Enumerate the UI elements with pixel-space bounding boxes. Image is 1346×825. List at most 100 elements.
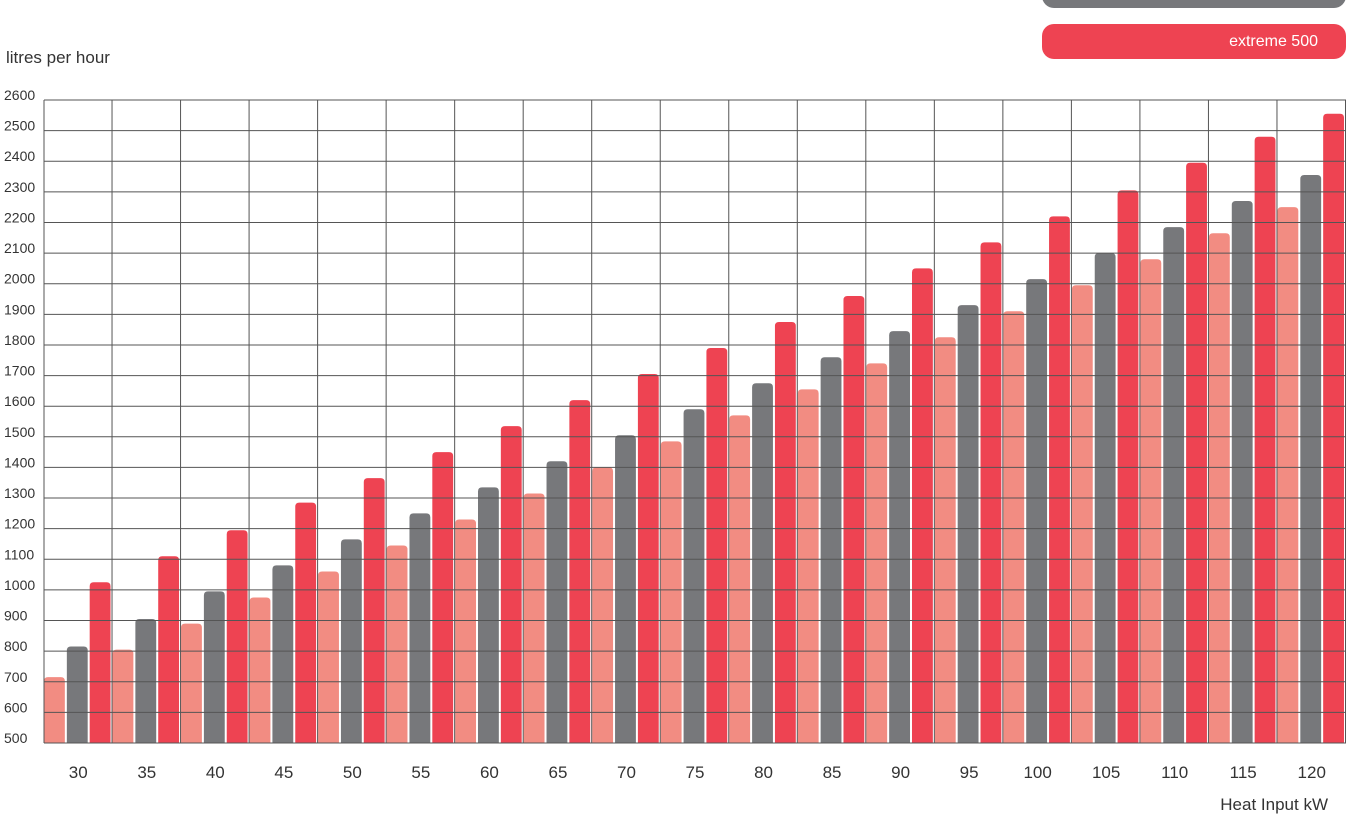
bar-series3-60 (500, 426, 522, 743)
legend-grey-swatch (1042, 0, 1346, 8)
x-tick-105: 105 (1092, 763, 1120, 782)
y-tick-700: 700 (4, 669, 28, 685)
x-tick-95: 95 (960, 763, 979, 782)
y-tick-2300: 2300 (4, 179, 35, 195)
y-tick-2400: 2400 (4, 148, 35, 164)
bar-series1-45 (249, 597, 271, 743)
y-tick-2500: 2500 (4, 118, 35, 134)
bar-series3-90 (912, 268, 933, 743)
bar-series3-120 (1323, 113, 1344, 744)
y-tick-1800: 1800 (4, 332, 35, 348)
y-axis-label: litres per hour (6, 48, 110, 67)
y-tick-1300: 1300 (4, 485, 35, 501)
bar-series3-95 (980, 242, 1002, 743)
bar-series2-55 (409, 513, 431, 743)
bar-series3-55 (432, 452, 454, 743)
y-tick-1600: 1600 (4, 393, 35, 409)
bar-series2-100 (1026, 279, 1048, 743)
bar-series1-90 (866, 363, 888, 743)
bar-series3-50 (363, 478, 385, 743)
bar-series2-65 (546, 461, 568, 743)
x-tick-120: 120 (1298, 763, 1326, 782)
bar-series3-110 (1186, 162, 1207, 743)
bar-series3-115 (1254, 136, 1276, 743)
bar-series2-70 (615, 435, 636, 743)
bar-series1-120 (1277, 207, 1299, 743)
bar-series2-60 (478, 487, 499, 743)
bar-series2-85 (820, 357, 842, 743)
y-tick-2200: 2200 (4, 209, 35, 225)
x-axis-label: Heat Input kW (1220, 795, 1328, 814)
bar-series3-100 (1049, 216, 1070, 743)
bar-series1-110 (1140, 259, 1162, 743)
bar-series1-65 (523, 493, 545, 743)
y-tick-800: 800 (4, 638, 28, 654)
y-tick-2600: 2600 (4, 87, 35, 103)
y-tick-1200: 1200 (4, 516, 35, 532)
bar-series1-60 (455, 519, 476, 743)
y-tick-1900: 1900 (4, 301, 35, 317)
bar-series1-55 (386, 545, 408, 743)
x-tick-50: 50 (343, 763, 362, 782)
bar-series1-75 (660, 441, 682, 743)
bar-series1-30 (44, 677, 65, 743)
bar-series1-100 (1003, 311, 1025, 743)
bar-series2-45 (272, 565, 294, 743)
bar-series3-35 (158, 556, 180, 743)
bar-series1-35 (112, 649, 134, 743)
bar-series1-115 (1208, 233, 1230, 743)
y-tick-2100: 2100 (4, 240, 35, 256)
x-tick-65: 65 (548, 763, 567, 782)
y-tick-900: 900 (4, 608, 28, 624)
x-tick-110: 110 (1161, 763, 1188, 782)
x-tick-115: 115 (1230, 763, 1257, 782)
bar-series1-95 (934, 337, 956, 743)
y-tick-1400: 1400 (4, 454, 35, 470)
y-tick-1500: 1500 (4, 424, 35, 440)
y-tick-1100: 1100 (4, 546, 34, 562)
bar-series3-45 (295, 502, 317, 743)
x-tick-80: 80 (754, 763, 773, 782)
x-tick-90: 90 (891, 763, 910, 782)
bar-series1-105 (1071, 285, 1093, 743)
bar-series2-35 (135, 618, 157, 743)
legend-extreme-500: extreme 500 (1042, 24, 1346, 59)
bar-series2-110 (1163, 227, 1185, 744)
bar-series3-105 (1117, 190, 1139, 744)
bar-series3-85 (843, 295, 865, 743)
x-tick-70: 70 (617, 763, 636, 782)
bar-series1-85 (797, 389, 819, 743)
x-tick-45: 45 (274, 763, 293, 782)
x-tick-30: 30 (69, 763, 88, 782)
bar-series3-80 (774, 321, 796, 743)
x-tick-100: 100 (1023, 763, 1051, 782)
bar-series1-70 (592, 467, 614, 743)
y-tick-1700: 1700 (4, 363, 35, 379)
x-tick-55: 55 (411, 763, 430, 782)
bar-series2-120 (1300, 175, 1322, 743)
bar-series2-90 (889, 331, 910, 743)
bar-series2-40 (203, 591, 225, 743)
bar-series3-65 (569, 400, 591, 743)
bar-series2-95 (957, 305, 979, 743)
bar-series3-30 (89, 582, 111, 743)
bar-series2-115 (1231, 201, 1253, 744)
y-tick-1000: 1000 (4, 577, 35, 593)
bar-series2-30 (66, 646, 88, 743)
y-tick-600: 600 (4, 699, 28, 715)
bar-series3-75 (706, 348, 728, 743)
x-tick-35: 35 (137, 763, 156, 782)
bar-series3-70 (637, 374, 659, 743)
bar-series1-50 (318, 571, 339, 743)
bar-series3-40 (226, 530, 248, 743)
bar-series1-80 (729, 415, 751, 743)
x-tick-75: 75 (686, 763, 705, 782)
y-tick-2000: 2000 (4, 271, 35, 287)
x-tick-40: 40 (206, 763, 225, 782)
bar-series1-40 (181, 623, 202, 743)
x-tick-60: 60 (480, 763, 499, 782)
y-tick-500: 500 (4, 730, 28, 746)
x-tick-85: 85 (823, 763, 842, 782)
bar-series2-80 (752, 383, 773, 743)
